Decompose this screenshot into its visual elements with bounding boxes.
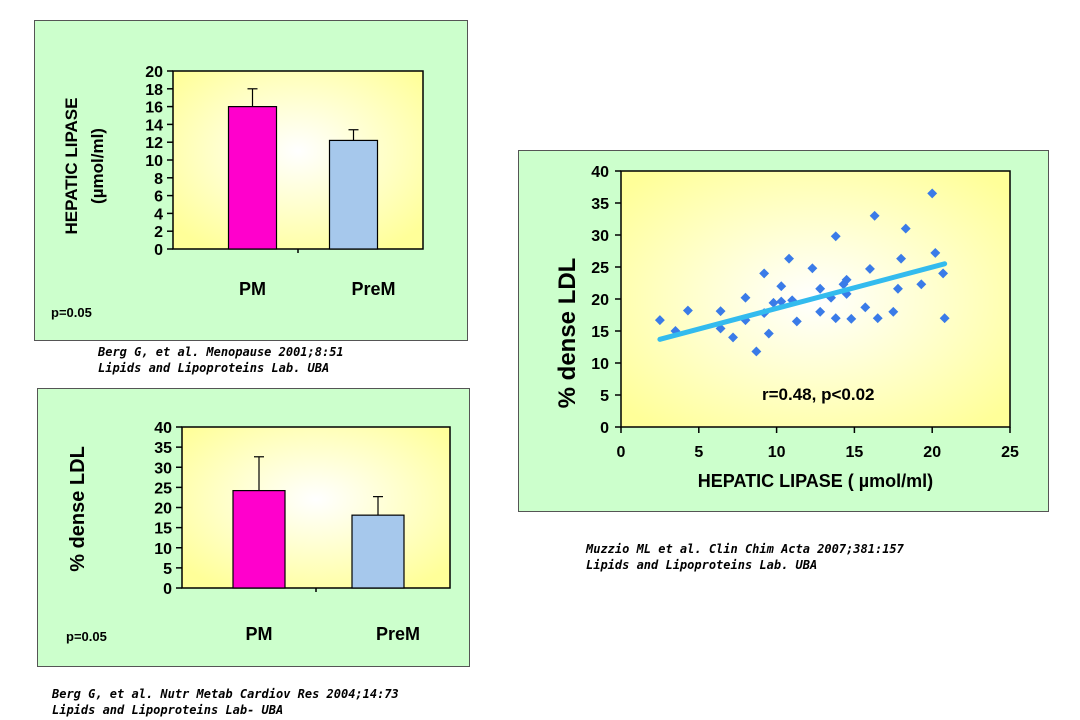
scatter-x-axis-label: HEPATIC LIPASE ( µmol/ml): [698, 471, 933, 491]
scatter-point: [888, 306, 899, 317]
hl-y-tick-label: 12: [145, 135, 163, 152]
hl-y-tick-label: 14: [145, 117, 163, 134]
scatter-caption-line2: Lipids and Lipoproteins Lab. UBA: [586, 558, 818, 572]
ldl-y-axis-label: % dense LDL: [67, 446, 89, 572]
scatter-y-tick-label: 15: [591, 324, 609, 341]
scatter-panel: 0 5 10 15 20 25 30 35 40 0 5 10 15 20 25 r=0.48, p<0.02…: [518, 150, 1049, 512]
hl-y-tick-label: 4: [154, 206, 163, 223]
ldl-y-tick-label: 15: [154, 521, 172, 538]
hl-bar-panel: 0 2 4 6 8 10 12 14 16 18 20 PM PreM p=0.05 HEPATIC LIP…: [34, 20, 468, 341]
scatter-x-tick-label: 20: [923, 444, 941, 461]
scatter-y-tick-label: 40: [591, 164, 609, 181]
ldl-bar-panel: 0 5 10 15 20 25 30 35 40 PM PreM p=0.05 % dense LDL: [37, 388, 470, 667]
ldl-bar-pm: [232, 489, 286, 589]
scatter-point: [900, 223, 911, 234]
scatter-point: [930, 247, 941, 258]
scatter-point: [869, 210, 880, 221]
scatter-point: [815, 306, 826, 317]
scatter-y-axis-label: % dense LDL: [554, 258, 581, 409]
scatter-fit-line: [657, 261, 948, 342]
hl-y-tick-label: 16: [145, 100, 163, 117]
scatter-y-tick-label: 10: [591, 356, 609, 373]
scatter-caption: Muzzio ML et al. Clin Chim Acta 2007;381…: [586, 541, 904, 573]
scatter-point: [865, 263, 875, 274]
scatter-chart: 0 5 10 15 20 25 30 35 40 0 5 10 15 20 25 r=0.48, p<0.02…: [554, 164, 1019, 491]
hl-bar-pm: [227, 105, 278, 250]
ldl-bar-caption: Berg G, et al. Nutr Metab Cardiov Res 20…: [52, 686, 399, 718]
hl-y-tick-label: 20: [145, 64, 163, 81]
scatter-y-tick-label: 20: [591, 292, 609, 309]
scatter-y-tick-label: 35: [591, 196, 609, 213]
hl-y-axis-label-line2: (µmol/ml): [88, 128, 107, 204]
hl-p-value: p=0.05: [51, 305, 92, 320]
hl-y-tick-label: 2: [154, 224, 163, 241]
ldl-bar-prem: [351, 514, 405, 589]
scatter-point: [893, 283, 903, 294]
ldl-plot-area: [181, 426, 451, 589]
hl-y-tick-label: 0: [154, 242, 163, 259]
ldl-y-tick-label: 0: [163, 581, 172, 598]
scatter-caption-line1: Muzzio ML et al. Clin Chim Acta 2007;381…: [586, 542, 904, 556]
scatter-x-tick-label: 10: [768, 444, 786, 461]
hl-y-tick-label: 10: [145, 153, 163, 170]
hl-x-category-label: PM: [239, 279, 266, 299]
hl-y-axis-label-line1: HEPATIC LIPASE: [62, 98, 81, 235]
hl-y-tick-label: 18: [145, 82, 163, 99]
hl-bar-caption-line2: Lipids and Lipoproteins Lab. UBA: [98, 361, 330, 375]
ldl-y-tick-label: 20: [154, 501, 172, 518]
scatter-point: [872, 313, 883, 324]
scatter-point: [791, 316, 802, 327]
scatter-point: [763, 328, 774, 339]
scatter-point: [830, 313, 841, 324]
scatter-x-tick-label: 0: [617, 444, 626, 461]
hl-x-category-label: PreM: [351, 279, 395, 299]
scatter-x-tick-label: 15: [846, 444, 864, 461]
ldl-y-tick-label: 40: [154, 420, 172, 437]
ldl-x-category-label: PM: [246, 624, 273, 644]
scatter-y-tick-label: 25: [591, 260, 609, 277]
scatter-point: [860, 302, 871, 313]
hl-y-tick-label: 8: [154, 171, 163, 188]
scatter-r-value: r=0.48, p<0.02: [762, 385, 874, 404]
ldl-x-category-label: PreM: [376, 624, 420, 644]
scatter-y-tick-label: 30: [591, 228, 609, 245]
ldl-y-tick-label: 35: [154, 440, 172, 457]
scatter-point: [939, 313, 950, 324]
hl-bar-prem: [328, 139, 379, 250]
scatter-x-tick-label: 5: [694, 444, 703, 461]
ldl-y-tick-label: 10: [154, 541, 172, 558]
scatter-point: [815, 283, 826, 294]
ldl-bar-caption-line2: Lipids and Lipoproteins Lab- UBA: [52, 703, 284, 717]
ldl-y-tick-label: 30: [154, 460, 172, 477]
hl-bar-caption-line1: Berg G, et al. Menopause 2001;8:51: [98, 345, 344, 359]
ldl-y-tick-label: 5: [163, 561, 172, 578]
hl-y-tick-label: 6: [154, 189, 163, 206]
ldl-y-tick-label: 25: [154, 480, 172, 497]
scatter-point: [841, 274, 852, 285]
scatter-point: [927, 188, 938, 199]
scatter-point: [830, 231, 841, 242]
hl-plot-area: [172, 70, 424, 250]
scatter-point: [807, 263, 818, 274]
scatter-y-tick-label: 5: [600, 388, 609, 405]
scatter-point: [776, 281, 787, 292]
scatter-y-tick-label: 0: [600, 420, 609, 437]
ldl-p-value: p=0.05: [66, 629, 107, 644]
scatter-x-tick-label: 25: [1001, 444, 1019, 461]
hl-bar-caption: Berg G, et al. Menopause 2001;8:51 Lipid…: [98, 344, 344, 376]
ldl-bar-caption-line1: Berg G, et al. Nutr Metab Cardiov Res 20…: [52, 687, 399, 701]
ldl-bar-chart: 0 5 10 15 20 25 30 35 40 PM PreM p=0.05 % dense LDL: [66, 420, 451, 644]
